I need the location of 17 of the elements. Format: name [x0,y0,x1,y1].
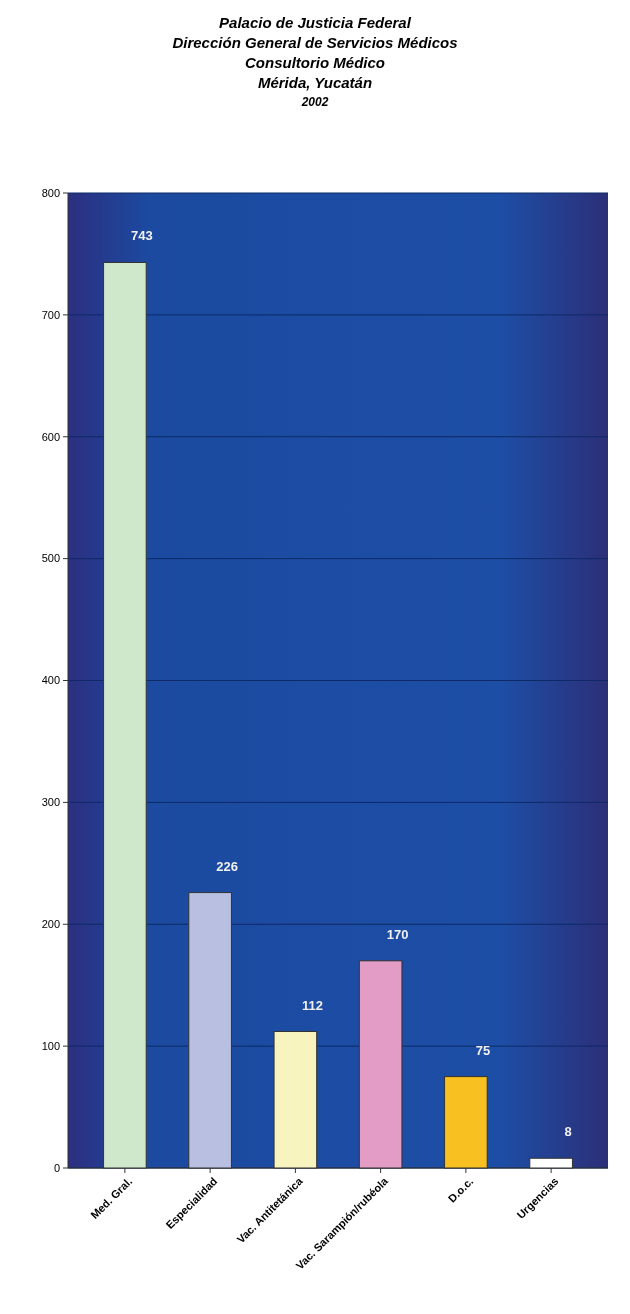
data-label: 75 [475,1042,491,1058]
data-label: 743 [131,228,153,244]
y-tick-label: 100 [41,1039,60,1052]
data-label: 8 [564,1124,572,1140]
data-label: 112 [301,997,323,1013]
y-tick-label: 500 [41,552,60,565]
data-label: 170 [386,926,409,942]
y-tick-label: 300 [41,796,60,809]
y-tick-label: 600 [41,430,60,443]
y-tick-label: 400 [41,674,60,687]
y-tick-label: 800 [41,186,60,199]
chart-subtitle: 2002 [300,95,329,109]
y-tick-label: 200 [41,918,60,931]
data-label: 226 [216,858,239,874]
chart-title: Palacio de Justicia Federal Dirección General de Servicios Médicos Consultorio Médico Mérida, Yucatán [172,14,458,91]
y-tick-label: 0 [53,1161,60,1174]
y-tick-label: 700 [41,308,60,321]
